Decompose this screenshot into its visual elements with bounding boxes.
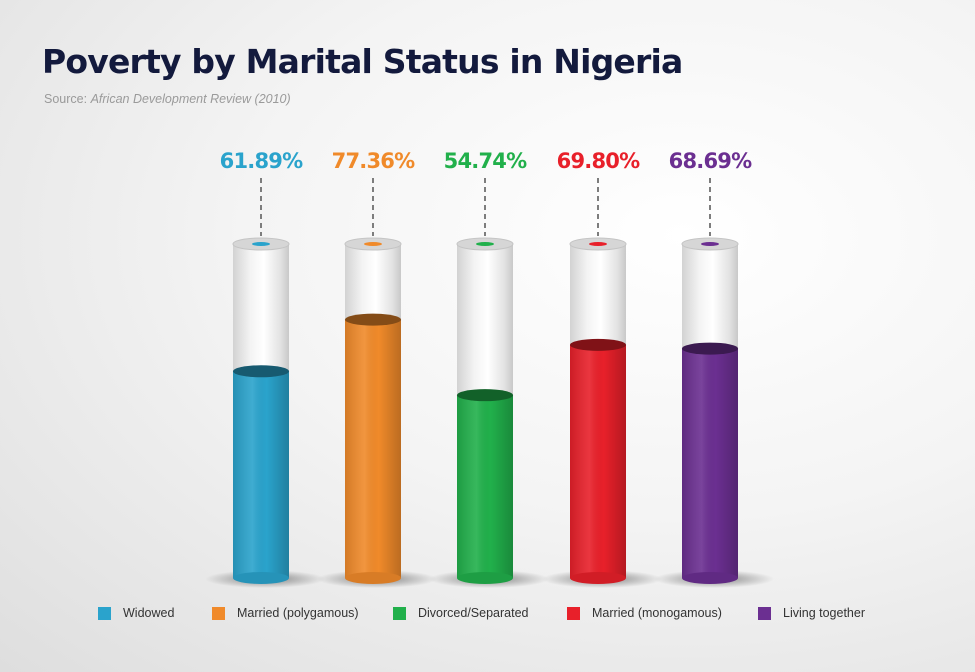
- legend-label: Living together: [783, 606, 866, 620]
- chart-title: Poverty by Marital Status in Nigeria: [42, 42, 683, 81]
- tube-top-marker: [589, 242, 607, 246]
- legend-label: Married (polygamous): [237, 606, 359, 620]
- bar-shading: [457, 395, 513, 578]
- bar-bottom: [682, 572, 738, 584]
- legend-label: Married (monogamous): [592, 606, 722, 620]
- tube-top-marker: [364, 242, 382, 246]
- legend-item: Living together: [758, 606, 865, 620]
- bar-bottom: [345, 572, 401, 584]
- bar-bottom: [233, 572, 289, 584]
- bar-group: 61.89%: [205, 149, 325, 588]
- bar-surface: [345, 313, 401, 326]
- data-label: 61.89%: [220, 149, 303, 173]
- source-label: Source:: [44, 92, 88, 106]
- bar-shading: [345, 319, 401, 578]
- bar-surface: [570, 338, 626, 351]
- legend-swatch: [98, 606, 111, 620]
- legend-label: Widowed: [123, 606, 175, 620]
- bar-surface: [457, 389, 513, 402]
- legend-swatch: [212, 606, 225, 620]
- legend-item: Widowed: [98, 606, 174, 620]
- legend-swatch: [758, 606, 771, 620]
- data-label: 77.36%: [332, 149, 415, 173]
- legend-item: Married (polygamous): [212, 606, 359, 620]
- tube-top-marker: [701, 242, 719, 246]
- chart-source: Source: African Development Review (2010…: [44, 92, 291, 106]
- legend-swatch: [567, 606, 580, 620]
- legend-swatch: [393, 606, 406, 620]
- bar-shading: [570, 344, 626, 578]
- tube-top-marker: [252, 242, 270, 246]
- chart-legend: Widowed Married (polygamous) Divorced/Sepa…: [0, 606, 975, 626]
- bar-shading: [233, 371, 289, 578]
- source-name: African Development Review (2010): [90, 92, 291, 106]
- legend-item: Divorced/Separated: [393, 606, 528, 620]
- bar-bottom: [457, 572, 513, 584]
- bar-surface: [233, 365, 289, 378]
- bar-group: 54.74%: [429, 149, 549, 588]
- bar-group: 77.36%: [317, 149, 437, 588]
- tube-top-marker: [476, 242, 494, 246]
- bar-group: 68.69%: [654, 149, 774, 588]
- bar-group: 69.80%: [542, 149, 662, 588]
- bar-surface: [682, 342, 738, 355]
- bar-shading: [682, 348, 738, 578]
- legend-label: Divorced/Separated: [418, 606, 529, 620]
- data-label: 54.74%: [444, 149, 527, 173]
- data-label: 68.69%: [669, 149, 752, 173]
- bar-bottom: [570, 572, 626, 584]
- data-label: 69.80%: [557, 149, 640, 173]
- legend-item: Married (monogamous): [567, 606, 722, 620]
